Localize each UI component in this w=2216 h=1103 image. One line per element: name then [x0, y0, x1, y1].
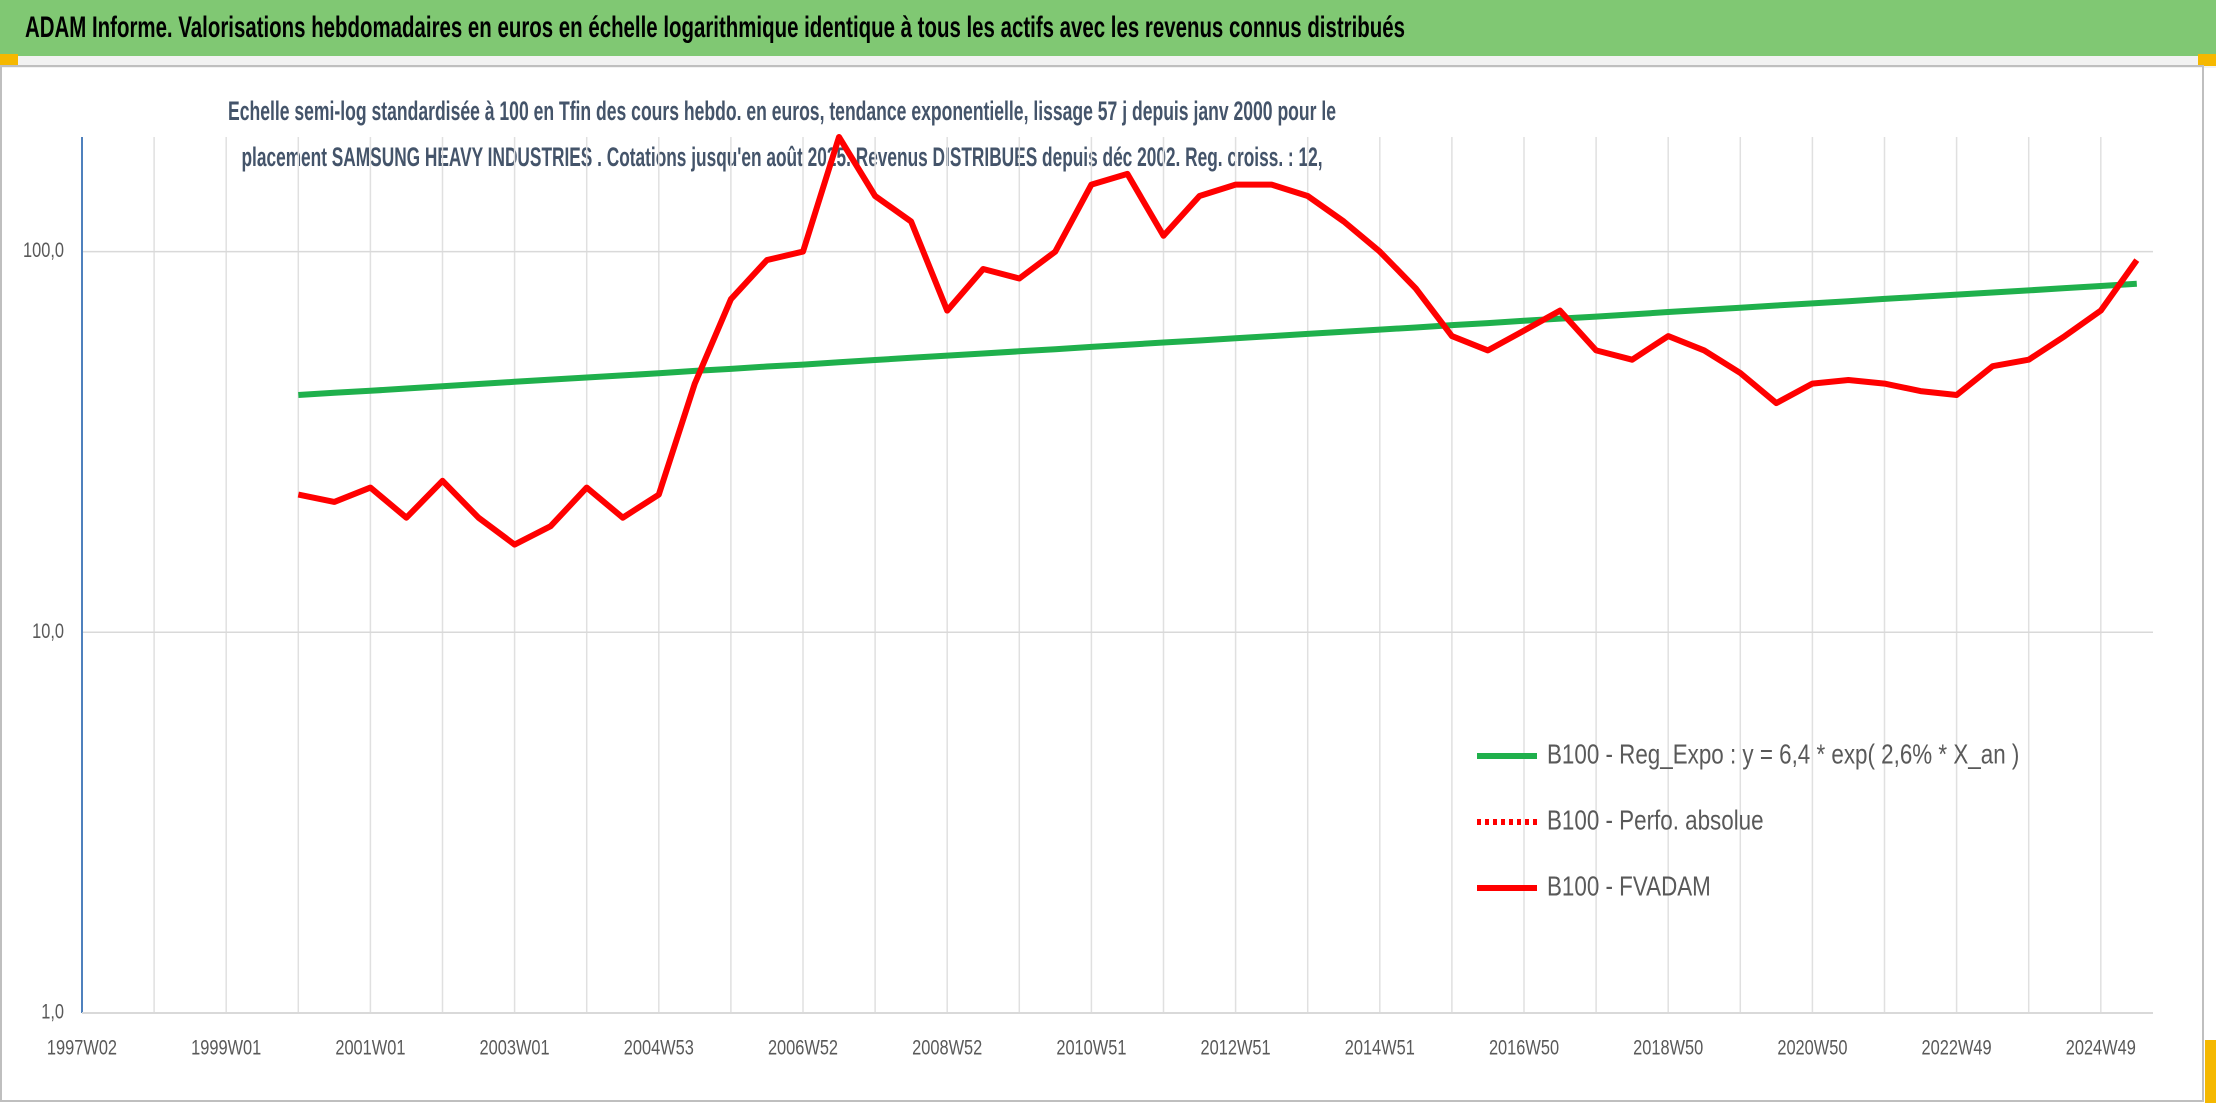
x-tick-label: 2020W50 — [1777, 1036, 1847, 1059]
x-tick-label: 2008W52 — [912, 1036, 982, 1059]
x-tick-label: 2004W53 — [624, 1036, 694, 1059]
corner — [2205, 1040, 2216, 1103]
chart-subtitle: placement SAMSUNG HEAVY INDUSTRIES . Cot… — [242, 142, 1323, 172]
y-tick-label: 1,0 — [41, 1000, 64, 1023]
plot-area: 1997W02 1999W01 2001W01 2003W01 2004W53 2006W… — [23, 134, 2153, 1059]
y-tick-label: 100,0 — [23, 238, 64, 261]
x-tick-label: 2006W52 — [768, 1036, 838, 1059]
legend-label: B100 - FVADAM — [1547, 871, 1711, 902]
chart-subtitle: Echelle semi-log standardisée à 100 en T… — [228, 96, 1336, 126]
x-tick-label: 2001W01 — [335, 1036, 405, 1059]
x-tick-label: 2018W50 — [1633, 1036, 1703, 1059]
legend-label: B100 - Perfo. absolue — [1547, 805, 1764, 836]
legend-label: B100 - Reg_Expo : y = 6,4 * exp( 2,6% * … — [1547, 739, 2019, 770]
x-tick-label: 2024W49 — [2066, 1036, 2136, 1059]
series-line — [298, 280, 2137, 398]
title-banner — [0, 0, 2216, 56]
x-tick-label: 2014W51 — [1345, 1036, 1415, 1059]
x-tick-label: 1999W01 — [191, 1036, 261, 1059]
y-tick-label: 10,0 — [32, 619, 64, 642]
x-tick-label: 2012W51 — [1201, 1036, 1271, 1059]
x-tick-label: 2010W51 — [1056, 1036, 1126, 1059]
corner — [2198, 54, 2216, 66]
corner — [0, 54, 18, 66]
series-line — [297, 134, 2140, 548]
x-tick-label: 2003W01 — [480, 1036, 550, 1059]
frame — [0, 65, 2204, 1102]
x-tick-label: 2022W49 — [1922, 1036, 1992, 1059]
x-tick-label: 1997W02 — [47, 1036, 117, 1059]
chart-title: ADAM Informe. Valorisations hebdomadaire… — [25, 11, 1405, 44]
x-tick-label: 2016W50 — [1489, 1036, 1559, 1059]
